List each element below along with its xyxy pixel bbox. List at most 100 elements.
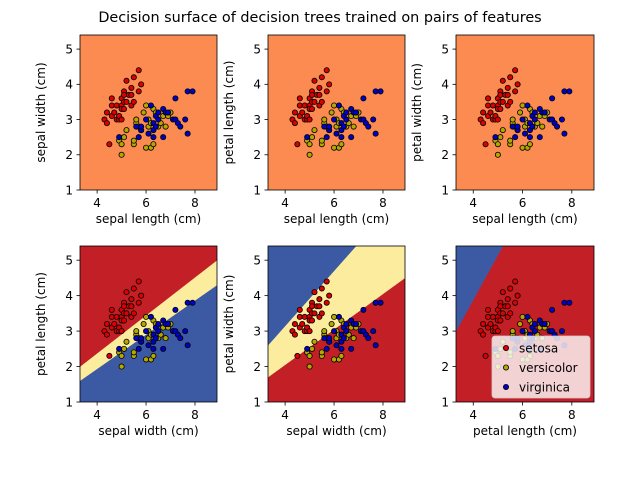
point-virginica xyxy=(160,345,167,352)
panel-2: 4 6 8 1 2 3 4 5 sepal length (cm) petal length (c… xyxy=(222,34,406,226)
point-virginica xyxy=(549,95,556,102)
point-setosa xyxy=(499,77,506,84)
point-setosa xyxy=(294,352,301,359)
y-tick-label: 5 xyxy=(441,42,449,56)
point-setosa xyxy=(311,310,318,317)
point-virginica xyxy=(566,88,573,95)
y-tick-label: 5 xyxy=(65,42,73,56)
y-tick-label: 2 xyxy=(441,148,449,162)
point-setosa xyxy=(108,102,115,109)
x-tick-label: 8 xyxy=(379,196,387,210)
plot-area xyxy=(268,35,405,190)
point-versicolor xyxy=(509,328,516,335)
point-setosa xyxy=(316,303,323,310)
point-virginica xyxy=(377,88,384,95)
point-setosa xyxy=(111,109,118,116)
point-virginica xyxy=(529,123,536,130)
x-tick-label: 8 xyxy=(191,196,199,210)
point-versicolor xyxy=(499,127,506,134)
point-versicolor xyxy=(306,151,313,158)
point-virginica xyxy=(343,109,350,116)
point-versicolor xyxy=(328,109,335,116)
point-virginica xyxy=(526,134,533,141)
y-tick-label: 4 xyxy=(441,78,449,92)
point-virginica xyxy=(353,109,360,116)
point-setosa xyxy=(123,289,130,296)
point-setosa xyxy=(504,84,511,91)
point-virginica xyxy=(353,320,360,327)
decision-region-2 xyxy=(456,246,504,332)
point-versicolor xyxy=(306,352,313,359)
point-virginica xyxy=(343,320,350,327)
point-versicolor xyxy=(331,102,338,109)
y-axis-label: sepal width (cm) xyxy=(34,62,48,162)
point-setosa xyxy=(106,141,113,148)
point-setosa xyxy=(306,116,313,123)
point-setosa xyxy=(489,313,496,320)
point-versicolor xyxy=(331,144,338,151)
point-virginica xyxy=(143,328,150,335)
point-virginica xyxy=(372,342,379,349)
point-setosa xyxy=(316,91,323,98)
y-tick-label: 3 xyxy=(65,113,73,127)
point-versicolor xyxy=(118,363,125,370)
point-setosa xyxy=(512,299,519,306)
point-virginica xyxy=(321,123,328,130)
point-setosa xyxy=(138,81,145,88)
point-versicolor xyxy=(150,352,157,359)
point-versicolor xyxy=(338,141,345,148)
point-setosa xyxy=(512,278,519,285)
point-setosa xyxy=(485,95,492,102)
point-virginica xyxy=(155,320,162,327)
point-setosa xyxy=(504,91,511,98)
point-virginica xyxy=(549,306,556,313)
panel-3: 4 6 8 1 2 3 4 5 sepal length (cm) petal width (cm… xyxy=(410,34,595,226)
point-setosa xyxy=(121,317,128,324)
point-virginica xyxy=(150,345,157,352)
point-virginica xyxy=(514,123,521,130)
y-tick-label: 1 xyxy=(253,395,261,409)
legend-box xyxy=(491,335,591,399)
x-tick-label: 4 xyxy=(281,196,289,210)
legend: setosa versicolor virginica xyxy=(491,335,591,399)
plot-area xyxy=(80,246,217,402)
legend-marker-versicolor xyxy=(502,364,509,371)
decision-region-3 xyxy=(80,246,217,367)
point-virginica xyxy=(531,116,538,123)
point-setosa xyxy=(507,285,514,292)
point-virginica xyxy=(150,134,157,141)
point-virginica xyxy=(152,123,159,130)
point-setosa xyxy=(130,74,137,81)
x-tick-label: 4 xyxy=(93,408,101,422)
point-setosa xyxy=(121,91,128,98)
point-virginica xyxy=(536,134,543,141)
legend-label-versicolor: versicolor xyxy=(519,361,578,375)
y-tick-label: 4 xyxy=(441,289,449,303)
point-setosa xyxy=(128,303,135,310)
point-versicolor xyxy=(162,335,169,342)
point-virginica xyxy=(338,345,345,352)
x-tick-label: 6 xyxy=(142,196,150,210)
point-setosa xyxy=(480,320,487,327)
y-tick-label: 1 xyxy=(65,395,73,409)
point-virginica xyxy=(326,335,333,342)
point-virginica xyxy=(184,342,191,349)
point-setosa xyxy=(294,141,301,148)
point-virginica xyxy=(331,116,338,123)
point-setosa xyxy=(311,98,318,105)
point-setosa xyxy=(123,310,130,317)
point-setosa xyxy=(318,310,325,317)
x-axis-label: sepal length (cm) xyxy=(472,212,577,226)
point-virginica xyxy=(492,134,499,141)
point-setosa xyxy=(103,331,110,338)
point-setosa xyxy=(113,102,120,109)
point-versicolor xyxy=(130,349,137,356)
point-setosa xyxy=(494,116,501,123)
point-setosa xyxy=(311,77,318,84)
x-tick-label: 6 xyxy=(519,196,527,210)
point-versicolor xyxy=(118,151,125,158)
point-virginica xyxy=(182,116,189,123)
x-tick-label: 8 xyxy=(379,408,387,422)
legend-marker-setosa xyxy=(502,344,509,351)
point-versicolor xyxy=(121,134,128,141)
